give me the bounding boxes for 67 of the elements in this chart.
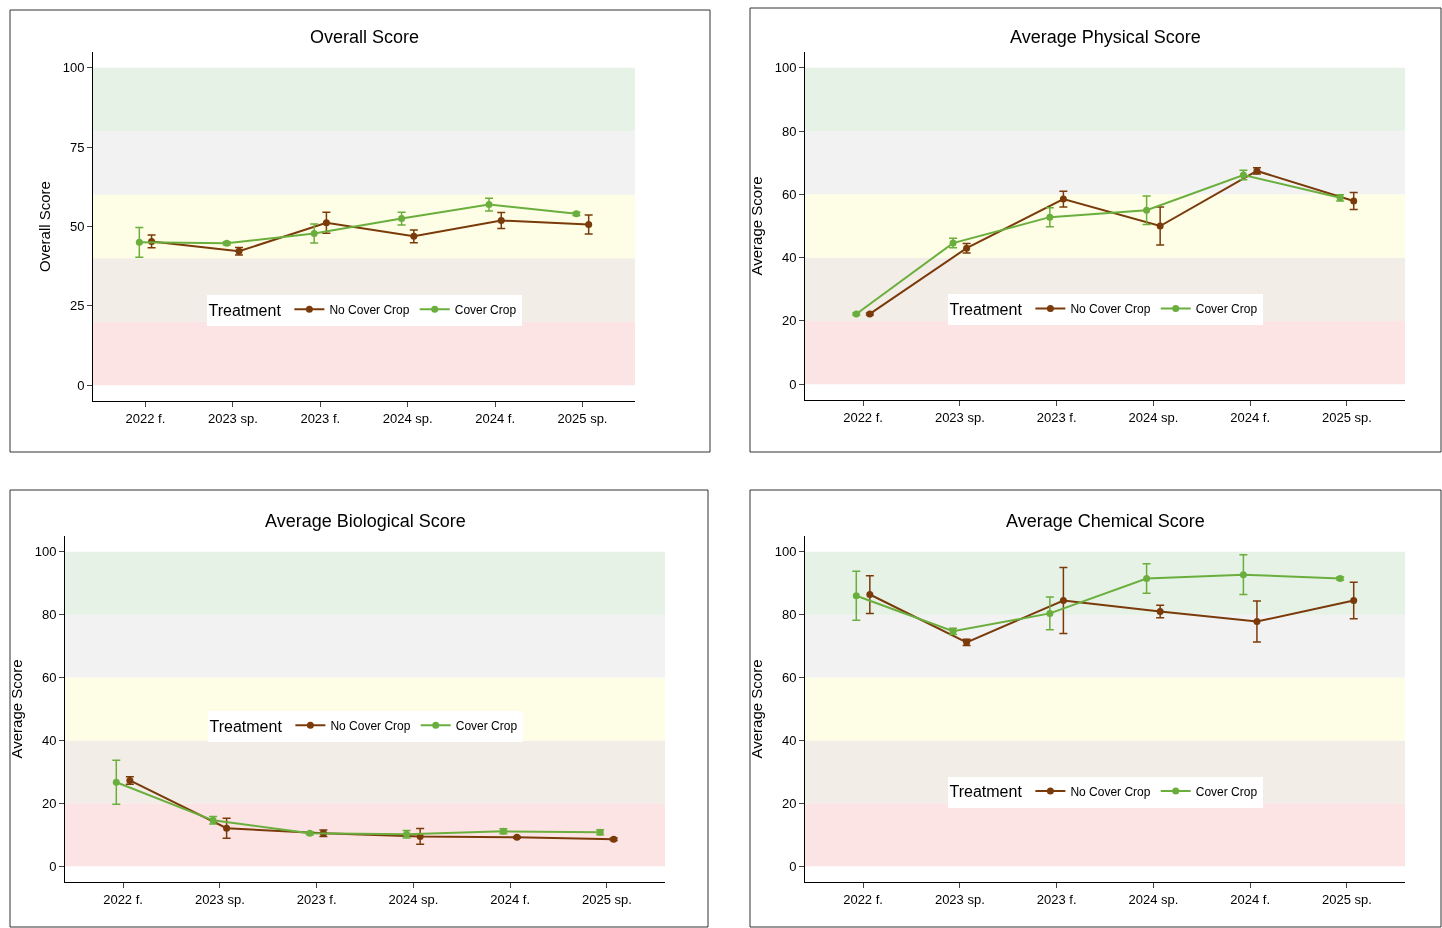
legend-label: Cover Crop (1195, 784, 1258, 799)
y-axis-title: Overall Score (35, 181, 53, 272)
y-tick-label: 20 (781, 313, 797, 329)
y-axis-title: Average Score (7, 659, 25, 759)
x-tick-label: 2024 f. (1230, 891, 1271, 907)
x-tick-label: 2023 f. (1036, 891, 1077, 907)
y-tick-label: 40 (781, 733, 797, 748)
y-tick-label: 0 (49, 858, 57, 874)
y-axis-title: Average Score (747, 176, 765, 276)
x-tick-label: 2023 sp. (194, 891, 245, 907)
y-axis-title: Average Score (747, 659, 765, 759)
legend-label: No Cover Crop (1070, 784, 1151, 799)
y-tick-label: 50 (69, 219, 85, 235)
x-tick-label: 2022 f. (103, 891, 143, 907)
x-tick-label: 2024 f. (1230, 409, 1271, 425)
x-tick-label: 2022 f. (843, 891, 883, 907)
y-tick-label: 60 (41, 670, 57, 686)
y-tick-label: 80 (781, 607, 797, 623)
x-tick-label: 2025 sp. (582, 891, 632, 907)
y-tick-label: 100 (774, 544, 797, 560)
x-tick-label: 2023 f. (296, 891, 337, 907)
x-tick-label: 2024 f. (475, 410, 516, 426)
x-tick-label: 2025 sp. (1322, 891, 1372, 907)
y-tick-label: 100 (34, 544, 57, 560)
x-tick-label: 2022 f. (125, 410, 166, 426)
y-tick-label: 40 (781, 250, 797, 266)
y-tick-label: 0 (77, 377, 85, 393)
legend-label: No Cover Crop (329, 302, 410, 317)
legend-label: Cover Crop (454, 302, 517, 317)
legend-label: No Cover Crop (1070, 302, 1151, 317)
x-tick-label: 2024 sp. (388, 891, 439, 907)
y-tick-label: 0 (789, 376, 797, 392)
chart-title: Overall Score (310, 27, 420, 47)
y-tick-label: 80 (41, 607, 57, 623)
legend-label: Cover Crop (455, 718, 518, 733)
x-tick-label: 2023 sp. (934, 409, 985, 425)
x-tick-label: 2023 sp. (934, 891, 985, 907)
y-tick-label: 60 (781, 186, 797, 202)
x-tick-label: 2024 sp. (382, 410, 433, 426)
chart-title: Average Physical Score (1010, 27, 1201, 47)
legend-title: Treatment (209, 717, 283, 735)
chart-title: Average Chemical Score (1006, 511, 1205, 531)
legend-label: Cover Crop (1195, 302, 1258, 317)
x-tick-label: 2023 f. (1036, 409, 1077, 425)
y-tick-label: 25 (69, 298, 85, 314)
x-tick-label: 2023 f. (300, 410, 341, 426)
y-tick-label: 100 (774, 60, 797, 76)
x-tick-label: 2023 sp. (207, 410, 258, 426)
y-tick-label: 60 (781, 670, 797, 686)
x-tick-label: 2025 sp. (557, 410, 608, 426)
y-tick-label: 20 (41, 795, 57, 811)
x-tick-label: 2024 f. (490, 891, 531, 907)
legend-label: No Cover Crop (330, 718, 411, 733)
x-tick-label: 2024 sp. (1128, 409, 1179, 425)
y-tick-label: 0 (789, 858, 797, 874)
y-tick-label: 20 (781, 795, 797, 811)
y-tick-label: 40 (41, 733, 57, 748)
x-tick-label: 2022 f. (843, 409, 883, 425)
legend-title: Treatment (208, 301, 282, 319)
legend-title: Treatment (949, 300, 1023, 318)
legend-title: Treatment (949, 783, 1023, 801)
y-tick-label: 80 (781, 123, 797, 139)
x-tick-label: 2025 sp. (1322, 409, 1372, 425)
chart-title: Average Biological Score (265, 511, 466, 531)
x-tick-label: 2024 sp. (1128, 891, 1179, 907)
y-tick-label: 100 (62, 60, 85, 76)
y-tick-label: 75 (69, 139, 85, 155)
